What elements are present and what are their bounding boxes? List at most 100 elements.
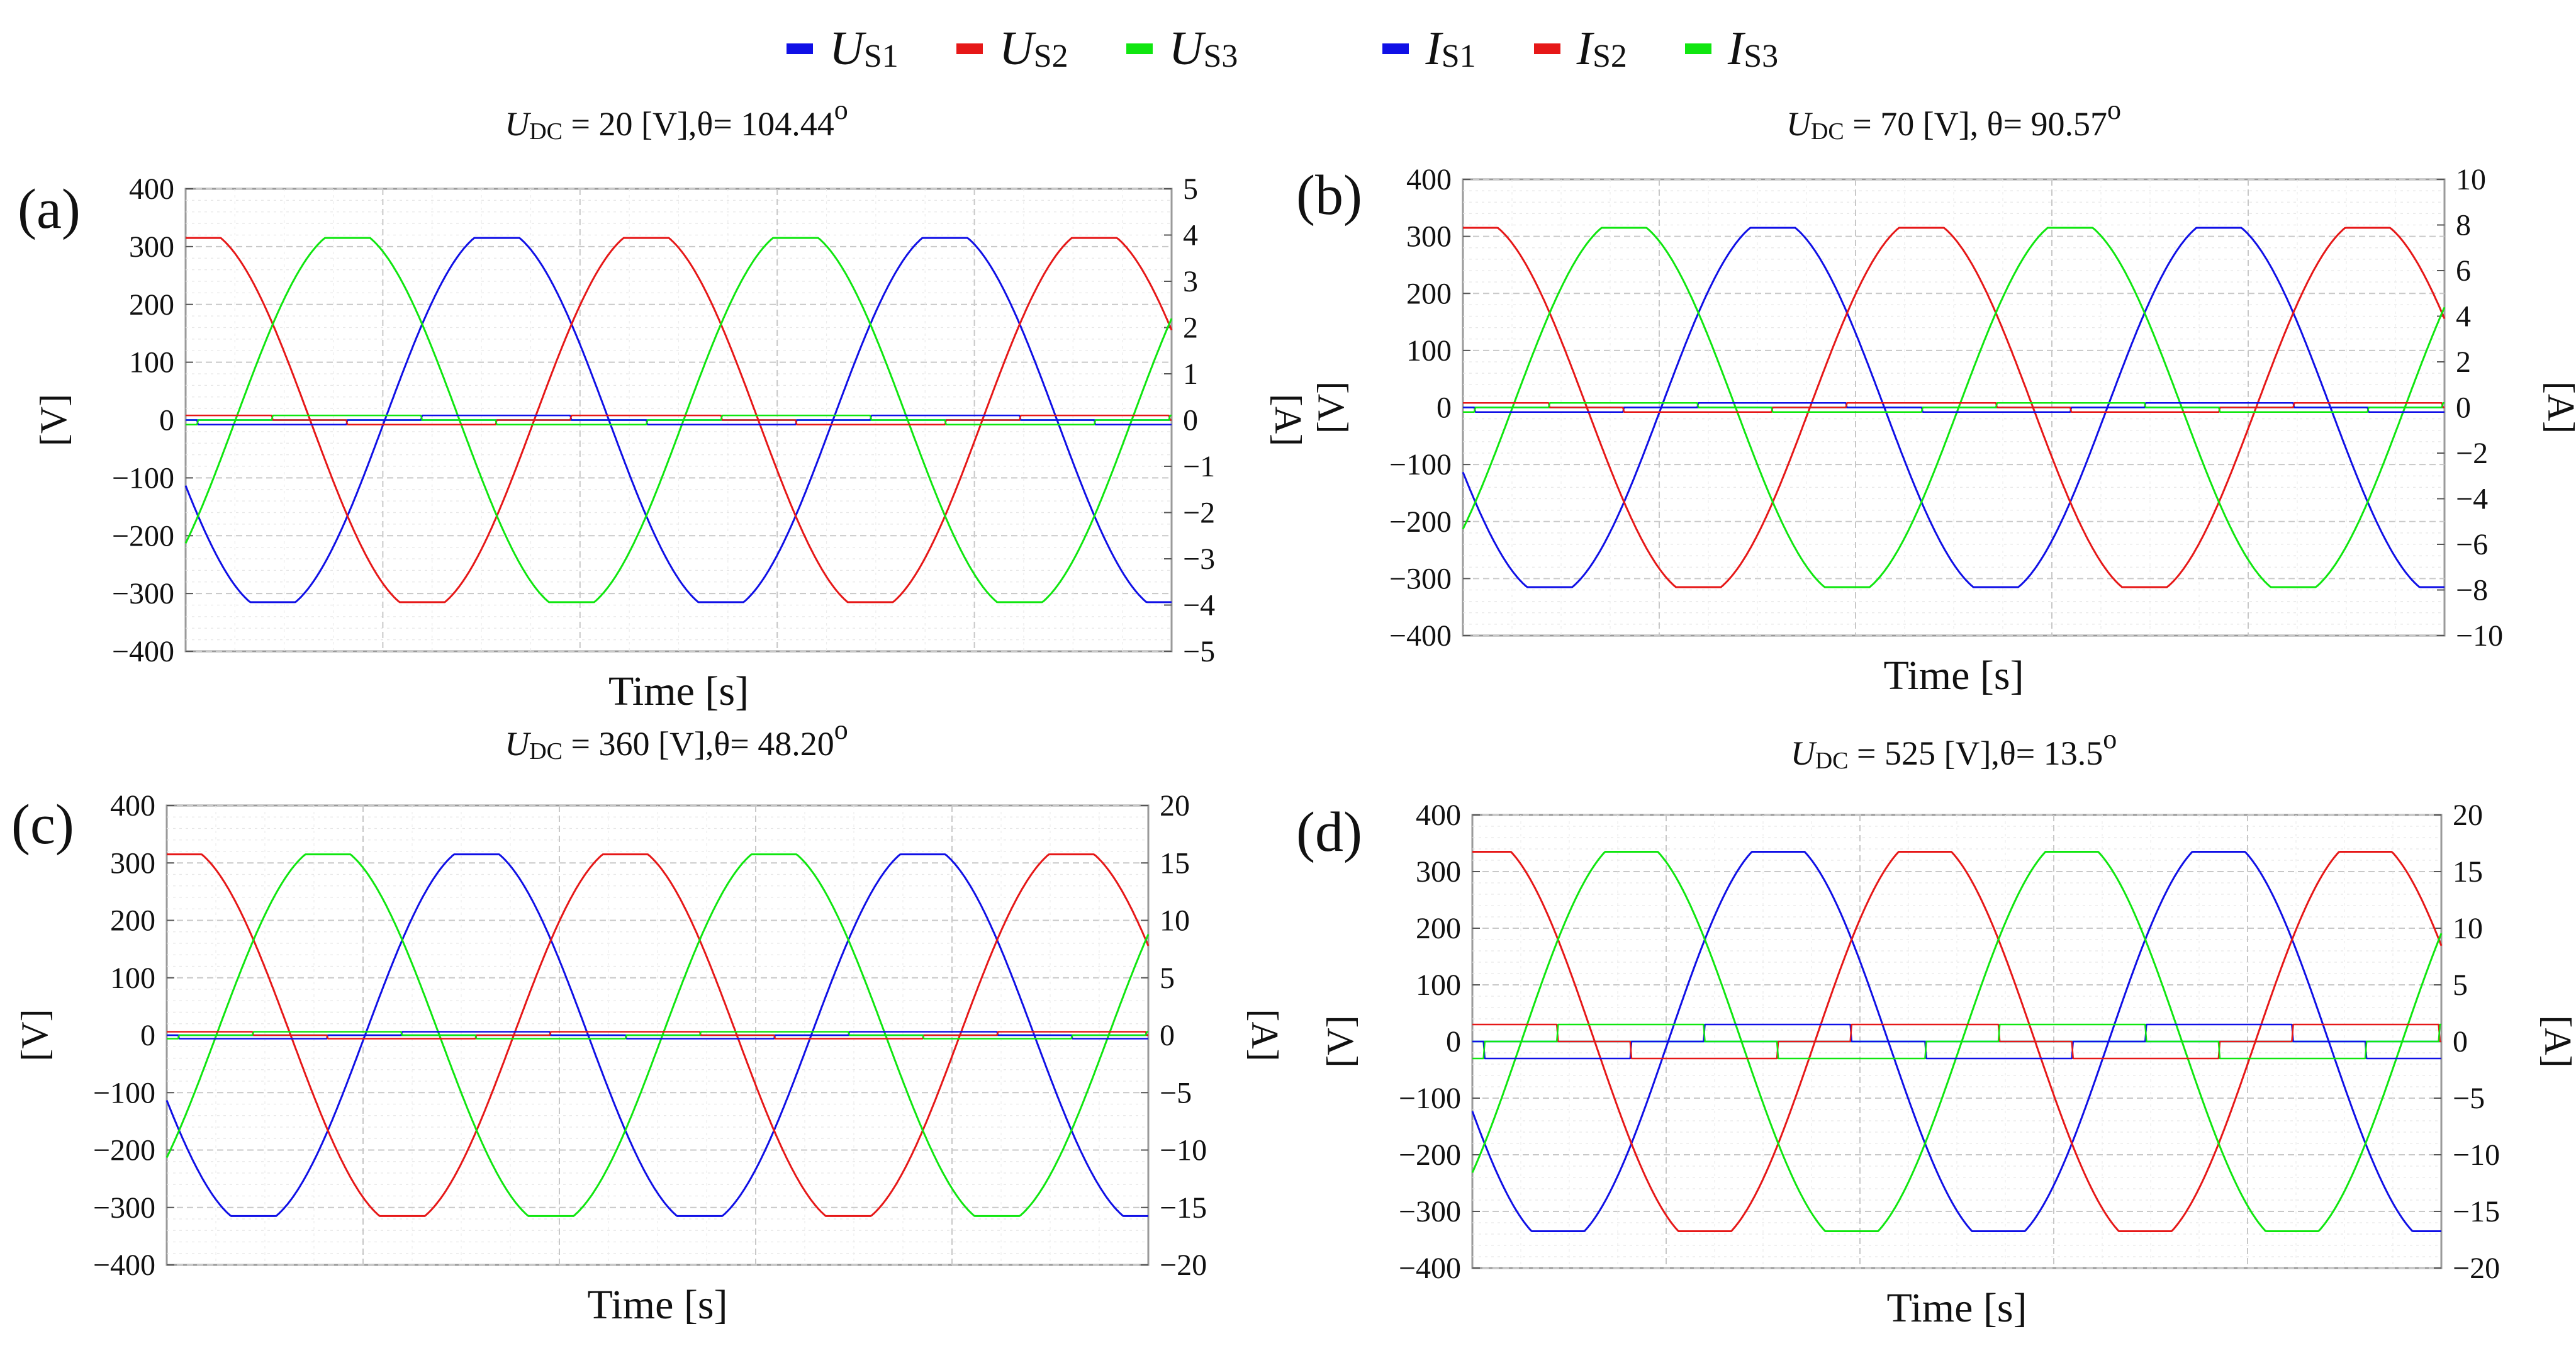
y-tick-label-d: 100 (1416, 968, 1461, 1002)
y2-tick-label-c: −5 (1160, 1076, 1192, 1109)
x-axis-label-d: Time [s] (1886, 1285, 2027, 1331)
series-is1-c (167, 1031, 1148, 1040)
series-is1-a (186, 414, 1172, 426)
series-is1-d (1472, 1023, 2441, 1060)
y2-axis-label-c: [A] (1244, 1009, 1285, 1061)
y2-tick-label-b: 8 (2456, 209, 2471, 242)
y-tick-label-a: 200 (129, 288, 174, 322)
panel-label-d: (d) (1296, 801, 1362, 863)
panel-c: −400−300−200−1000100200300400−20−15−10−5… (11, 714, 1285, 1328)
series-us1-d (1471, 851, 2441, 1232)
y2-tick-label-a: 0 (1183, 404, 1198, 437)
y2-tick-label-b: −10 (2456, 619, 2503, 653)
y2-tick-label-a: −1 (1183, 450, 1215, 483)
legend-item-is3: IS3 (1684, 21, 1779, 76)
y2-tick-label-b: 6 (2456, 254, 2471, 288)
y2-tick-label-c: 10 (1160, 904, 1190, 938)
series-is2-c (167, 1031, 1148, 1040)
y-tick-label-c: −400 (93, 1249, 155, 1282)
series-is2-a (186, 414, 1172, 426)
series-us2-c (167, 853, 1150, 1217)
y2-tick-label-b: −8 (2456, 574, 2488, 607)
series-is2-d (1472, 1023, 2441, 1060)
y-tick-label-d: −300 (1399, 1195, 1461, 1228)
legend-swatch-us2 (956, 43, 983, 54)
series-is3-c (167, 1031, 1148, 1040)
y2-tick-label-d: 5 (2453, 968, 2468, 1002)
y-tick-label-c: 0 (140, 1019, 155, 1052)
legend-swatch-is1 (1382, 43, 1409, 54)
y2-tick-label-c: 20 (1160, 789, 1190, 822)
panel-d: −400−300−200−1000100200300400−20−15−10−5… (1296, 724, 2576, 1331)
y-tick-label-c: −200 (93, 1134, 155, 1167)
y2-tick-label-d: 15 (2453, 855, 2483, 889)
panel-title-a: UDC = 20 [V],θ= 104.44o (505, 94, 848, 145)
y2-tick-label-c: 15 (1160, 846, 1190, 880)
y2-tick-label-d: −5 (2453, 1082, 2485, 1115)
y-tick-label-a: 100 (129, 346, 174, 379)
x-axis-label-a: Time [s] (608, 668, 749, 714)
y2-tick-label-d: 20 (2453, 799, 2483, 832)
y2-tick-label-b: 0 (2456, 391, 2471, 425)
y-tick-label-a: −300 (112, 577, 174, 610)
panel-a: −400 −300 −200 −100 0 100 200 300 400 −5 −4 −3 −2 −1 0… (18, 94, 1309, 714)
legend: US1 US2 US3 IS1 IS2 IS3 (787, 14, 1836, 83)
y2-tick-label-a: −2 (1183, 497, 1215, 530)
legend-swatch-is2 (1533, 43, 1560, 54)
panel-label-a: (a) (18, 178, 81, 240)
y-tick-label-b: −200 (1389, 505, 1452, 539)
y-tick-label-d: 200 (1416, 912, 1461, 945)
series-us1-b (1462, 227, 2444, 588)
series-us2-b (1463, 227, 2446, 588)
y-axis-label-a: [V] (33, 394, 74, 446)
x-axis-label-c: Time [s] (587, 1282, 727, 1328)
series-us2-d (1472, 851, 2443, 1232)
y-tick-label-a: 400 (129, 172, 174, 206)
panel-title-b: UDC = 70 [V], θ= 90.57o (1786, 94, 2121, 145)
y2-tick-label-a: 3 (1183, 265, 1198, 298)
y2-axis-label-b: [A] (2540, 381, 2576, 434)
legend-label-us3: US3 (1168, 21, 1238, 75)
y2-tick-label-b: −2 (2456, 437, 2488, 470)
legend-label-us1: US1 (829, 21, 899, 75)
y-tick-label-d: 0 (1446, 1025, 1461, 1058)
legend-label-us2: US2 (999, 21, 1068, 75)
legend-swatch-us3 (1126, 43, 1153, 54)
legend-item-us2: US2 (956, 21, 1068, 76)
legend-label-is3: IS3 (1727, 21, 1779, 75)
y-tick-label-a: −200 (112, 519, 174, 553)
y-tick-label-a: −400 (112, 635, 174, 668)
panel-title-c: UDC = 360 [V],θ= 48.20o (505, 714, 848, 765)
series-us2-a (186, 237, 1173, 604)
y2-tick-label-c: −10 (1160, 1134, 1207, 1167)
y-axis-label-b: [V] (1310, 381, 1352, 434)
y2-tick-label-a: −5 (1183, 635, 1215, 668)
y-tick-label-d: 300 (1416, 855, 1461, 889)
y-tick-label-b: 200 (1406, 277, 1452, 310)
y2-tick-label-b: 2 (2456, 345, 2471, 379)
y-tick-label-c: −100 (93, 1076, 155, 1109)
y-tick-label-a: −100 (112, 461, 174, 495)
legend-label-is1: IS1 (1425, 21, 1476, 75)
x-axis-label-b: Time [s] (1883, 653, 2024, 699)
series-is2-b (1463, 402, 2444, 413)
legend-item-us1: US1 (787, 21, 899, 76)
y2-axis-label-a: [A] (1267, 394, 1309, 446)
y-tick-label-a: 300 (129, 230, 174, 264)
panel-label-c: (c) (11, 794, 74, 856)
y-tick-label-b: −400 (1389, 619, 1452, 653)
series-is3-d (1472, 1023, 2441, 1060)
series-is3-b (1463, 402, 2444, 413)
series-us3-d (1471, 851, 2443, 1232)
legend-swatch-us1 (787, 43, 813, 54)
y-tick-label-b: −100 (1389, 448, 1452, 481)
series-is1-b (1463, 402, 2444, 413)
y-tick-label-d: −400 (1399, 1252, 1461, 1285)
y-tick-label-a: 0 (159, 404, 174, 437)
legend-swatch-is3 (1684, 43, 1711, 54)
y2-tick-label-b: 4 (2456, 300, 2471, 334)
y-tick-label-b: −300 (1389, 562, 1452, 595)
y-tick-label-b: 100 (1406, 334, 1452, 368)
y2-tick-label-a: 1 (1183, 357, 1198, 391)
y2-tick-label-d: 0 (2453, 1025, 2468, 1058)
